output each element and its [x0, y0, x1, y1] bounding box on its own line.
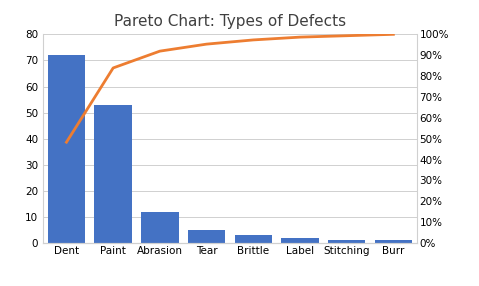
Bar: [328, 241, 365, 243]
Bar: [188, 230, 225, 243]
Bar: [141, 212, 179, 243]
Bar: [375, 241, 412, 243]
Title: Pareto Chart: Types of Defects: Pareto Chart: Types of Defects: [114, 14, 346, 29]
Bar: [48, 55, 85, 243]
Bar: [94, 105, 132, 243]
Bar: [281, 238, 319, 243]
Bar: [235, 235, 272, 243]
